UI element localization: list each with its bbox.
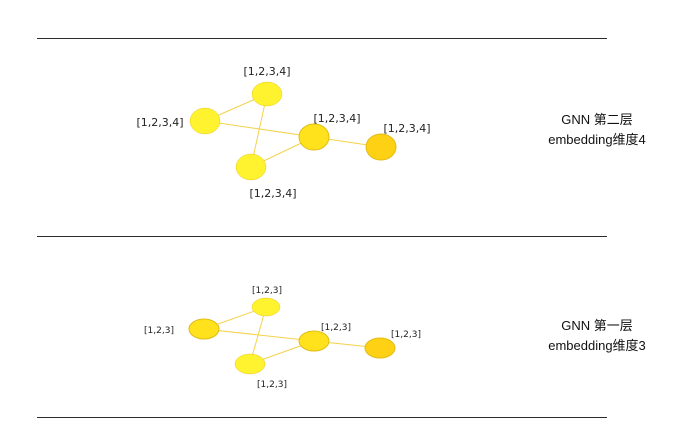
layer2-node-label-n4: [1,2,3,4]: [313, 112, 360, 125]
layer2-subtitle: embedding维度4: [548, 132, 646, 147]
layer2-node-label-n1: [1,2,3,4]: [243, 65, 290, 78]
layer2-node-label-n3: [1,2,3,4]: [249, 187, 296, 200]
layer2-graph: [1,2,3,4] [1,2,3,4] [1,2,3,4] [1,2,3,4] [1,2…: [136, 65, 430, 200]
layer2-caption: GNN 第二层 embedding维度4: [522, 110, 672, 150]
layer1-graph: [1,2,3] [1,2,3] [1,2,3] [1,2,3] [1,2,3]: [144, 286, 421, 390]
layer1-node-label-m2: [1,2,3]: [144, 326, 174, 336]
divider-bottom: [37, 417, 607, 418]
divider-middle: [37, 236, 607, 237]
layer1-node-m4: [298, 330, 330, 352]
layer2-node-label-n5: [1,2,3,4]: [383, 122, 430, 135]
layer1-node-label-m5: [1,2,3]: [391, 330, 421, 340]
layer2-node-n3: [235, 153, 267, 181]
layer1-caption: GNN 第一层 embedding维度3: [522, 316, 672, 356]
layer2-node-n4: [298, 123, 330, 151]
layer2-node-n2: [189, 107, 221, 135]
layer1-subtitle: embedding维度3: [548, 338, 646, 353]
layer2-node-label-n2: [1,2,3,4]: [136, 116, 183, 129]
layer2-title: GNN 第二层: [561, 112, 633, 127]
layer1-edge-m2-m4: [203, 328, 315, 342]
layer1-node-m3: [234, 353, 266, 375]
layer1-node-label-m1: [1,2,3]: [252, 286, 282, 296]
divider-top: [37, 38, 607, 39]
layer1-node-m5: [364, 337, 396, 359]
layer1-title: GNN 第一层: [561, 318, 633, 333]
layer1-node-m2: [188, 318, 220, 340]
layer2-node-n1: [251, 81, 283, 107]
layer1-node-label-m4: [1,2,3]: [321, 323, 351, 333]
layer1-node-m1: [251, 297, 281, 317]
layer2-node-n5: [365, 133, 397, 161]
layer1-node-label-m3: [1,2,3]: [257, 380, 287, 390]
